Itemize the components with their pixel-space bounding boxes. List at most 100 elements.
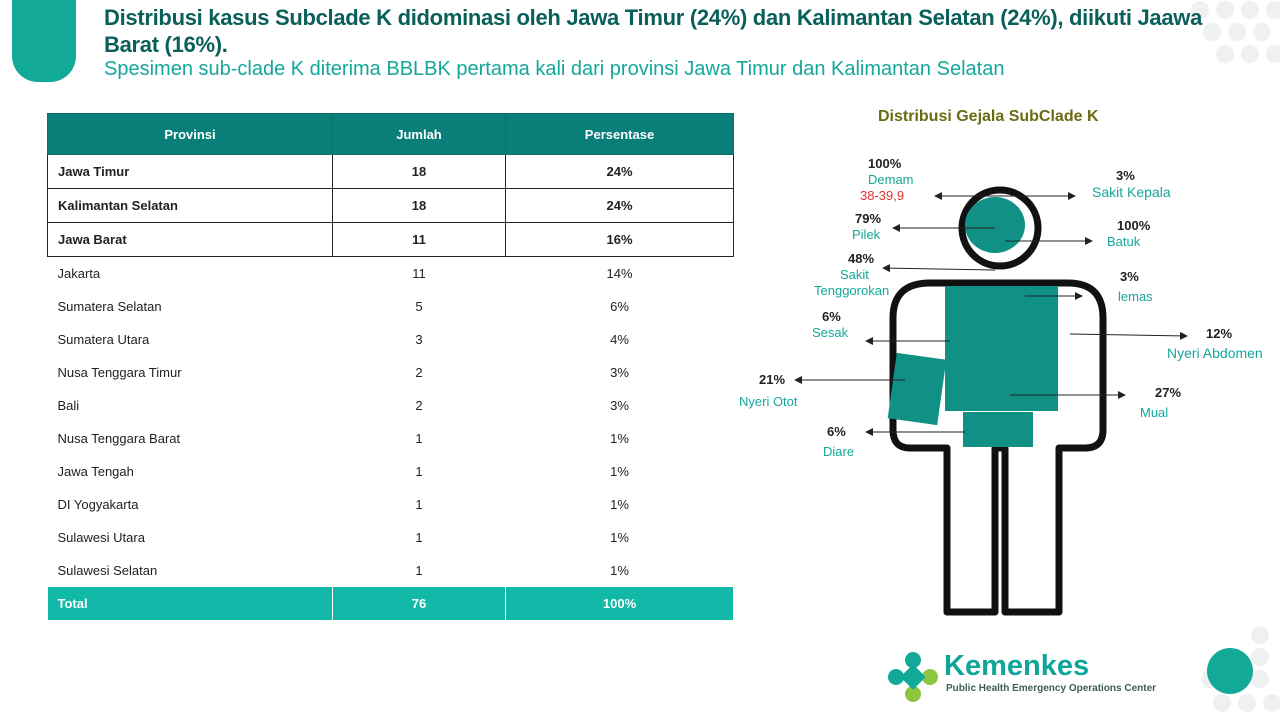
batuk-pct: 100%: [1117, 218, 1151, 233]
cell-jumlah: 2: [415, 365, 423, 380]
table-row: Kalimantan Selatan 18 24%: [47, 188, 734, 223]
lemas-name: lemas: [1118, 289, 1153, 304]
label-lemas: 3% lemas: [1118, 269, 1153, 305]
cell-provinsi: Sulawesi Selatan: [57, 563, 158, 578]
cell-jumlah: 1: [415, 497, 423, 512]
label-sakit-tenggorokan: 48% Sakit Tenggorokan: [814, 251, 889, 299]
demam-name: Demam: [868, 172, 914, 187]
page-subtitle: Spesimen sub-clade K diterima BBLBK pert…: [104, 58, 1005, 80]
lemas-pct: 3%: [1120, 269, 1139, 284]
otot-name: Nyeri Otot: [739, 394, 798, 409]
cell-jumlah: 5: [415, 299, 423, 314]
sesak-name: Sesak: [812, 325, 849, 340]
cell-jumlah: 1: [415, 530, 423, 545]
abdomen-name: Nyeri Abdomen: [1167, 345, 1263, 361]
arm-fill: [887, 352, 947, 426]
cell-provinsi: Jawa Barat: [47, 222, 333, 257]
pattern-decoration-top: [1191, 1, 1280, 63]
table-row: DI Yogyakarta 1 1%: [48, 488, 734, 521]
torso-fill: [945, 286, 1058, 411]
abdomen-pct: 12%: [1206, 326, 1233, 341]
mual-pct: 27%: [1155, 385, 1182, 400]
decorative-circle: [1207, 648, 1253, 694]
label-batuk: 100% Batuk: [1107, 218, 1150, 250]
label-pilek: 79% Pilek: [852, 211, 881, 243]
table-row: Bali 2 3%: [48, 389, 734, 422]
cell-provinsi: Jakarta: [57, 266, 101, 281]
label-sakit-kepala: 3% Sakit Kepala: [1092, 168, 1171, 200]
cell-persen: 14%: [606, 266, 633, 281]
diare-name: Diare: [823, 444, 855, 459]
batuk-name: Batuk: [1107, 234, 1141, 249]
table-row: Sulawesi Utara 1 1%: [48, 521, 734, 554]
label-nyeri-otot: 21% Nyeri Otot: [739, 372, 798, 410]
cell-persen: 4%: [610, 332, 629, 347]
table-row: Jawa Tengah 1 1%: [48, 455, 734, 488]
cell-jumlah: 18: [332, 188, 506, 223]
label-nyeri-abdomen: 12% Nyeri Abdomen: [1167, 326, 1263, 361]
cell-persen: 1%: [610, 530, 629, 545]
label-sesak: 6% Sesak: [812, 309, 848, 341]
mual-name: Mual: [1140, 405, 1169, 420]
cell-persen: 1%: [610, 563, 629, 578]
lower-fill: [963, 412, 1033, 447]
tenggorokan-pct: 48%: [848, 251, 875, 266]
cell-provinsi: Sulawesi Utara: [57, 530, 145, 545]
header-jumlah: Jumlah: [332, 113, 506, 155]
table-row: Jawa Barat 11 16%: [47, 222, 734, 257]
cell-jumlah: 1: [415, 431, 423, 446]
table-row: Sulawesi Selatan 1 1%: [48, 554, 734, 587]
page-title: Distribusi kasus Subclade K didominasi o…: [104, 5, 1203, 57]
cell-jumlah: 1: [415, 563, 423, 578]
cell-provinsi: Bali: [57, 398, 80, 413]
total-label: Total: [47, 587, 333, 620]
cell-provinsi: Nusa Tenggara Barat: [57, 431, 181, 446]
cell-persen: 3%: [610, 365, 629, 380]
cell-jumlah: 18: [332, 154, 506, 189]
head-fill: [965, 197, 1025, 253]
cell-jumlah: 11: [412, 266, 426, 281]
pilek-pct: 79%: [855, 211, 882, 226]
demam-note: 38-39,9: [860, 188, 905, 203]
table-header-row: Provinsi Jumlah Persentase: [47, 113, 734, 155]
pilek-name: Pilek: [852, 227, 881, 242]
table-row: Nusa Tenggara Barat 1 1%: [48, 422, 734, 455]
table-row: Nusa Tenggara Timur 2 3%: [48, 356, 734, 389]
cell-jumlah: 2: [415, 398, 423, 413]
diare-pct: 6%: [827, 424, 846, 439]
kemenkes-logo-icon: [888, 652, 938, 702]
total-persen: 100%: [505, 587, 734, 620]
brand-tagline: Public Health Emergency Operations Cente…: [946, 683, 1157, 694]
cell-persen: 3%: [610, 398, 629, 413]
demam-pct: 100%: [868, 156, 902, 171]
cell-provinsi: Sumatera Selatan: [57, 299, 162, 314]
header-provinsi: Provinsi: [47, 113, 333, 155]
table-row: Jakarta 11 14%: [48, 257, 734, 291]
table-total-row: Total 76 100%: [47, 587, 734, 620]
label-mual: 27% Mual: [1140, 385, 1181, 421]
province-table: Provinsi Jumlah Persentase Jawa Timur 18…: [47, 113, 734, 620]
cell-jumlah: 3: [415, 332, 423, 347]
sakit-kepala-pct: 3%: [1116, 168, 1135, 183]
label-diare: 6% Diare: [823, 424, 854, 460]
decorative-tab: [12, 0, 76, 82]
cell-provinsi: Jawa Tengah: [57, 464, 134, 479]
label-demam: 100% Demam 38-39,9: [860, 156, 914, 204]
cell-jumlah: 1: [415, 464, 423, 479]
cell-persen: 1%: [610, 431, 629, 446]
cell-provinsi: Sumatera Utara: [57, 332, 150, 347]
cell-provinsi: Nusa Tenggara Timur: [57, 365, 182, 380]
cell-provinsi: DI Yogyakarta: [57, 497, 139, 512]
sakit-kepala-name: Sakit Kepala: [1092, 184, 1171, 200]
header-persentase: Persentase: [505, 113, 734, 155]
cell-persen: 6%: [610, 299, 629, 314]
table-row: Sumatera Utara 3 4%: [48, 323, 734, 356]
otot-pct: 21%: [759, 372, 786, 387]
cell-jumlah: 11: [332, 222, 506, 257]
cell-persen: 16%: [505, 222, 734, 257]
cell-persen: 1%: [610, 497, 629, 512]
total-jumlah: 76: [332, 587, 506, 620]
brand-name: Kemenkes: [944, 650, 1090, 682]
symptom-chart-title: Distribusi Gejala SubClade K: [878, 108, 1099, 125]
